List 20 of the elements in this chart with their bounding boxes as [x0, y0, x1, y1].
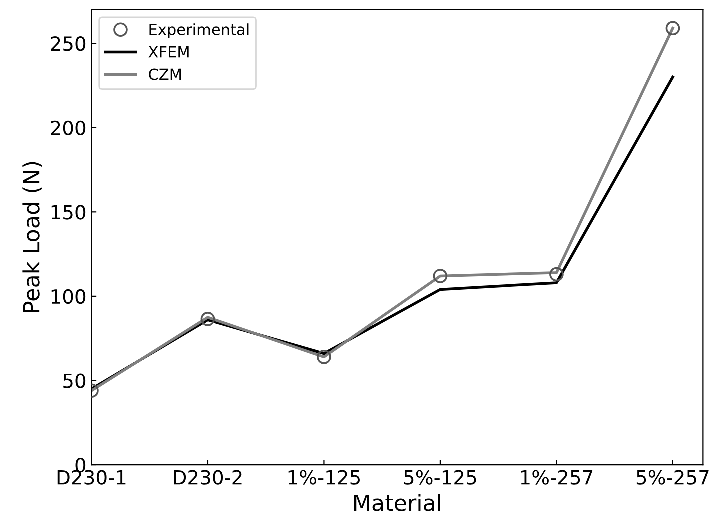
y-tick-label: 200	[51, 120, 86, 136]
x-tick-label: D230-2	[174, 470, 242, 485]
x-tick-label: 5%-125	[404, 470, 476, 485]
x-axis-title: Material	[354, 494, 441, 512]
y-tick-label: 250	[51, 36, 86, 52]
legend-label: Experimental	[150, 24, 249, 38]
y-tick-label: 50	[64, 374, 86, 388]
y-tick-label: 100	[52, 289, 86, 304]
point	[666, 21, 680, 36]
legend-label: XFEM	[148, 46, 189, 58]
x-tick-label: 1%-257	[521, 470, 593, 485]
y-axis-title: Peak Load (N)	[22, 162, 42, 312]
x-tick-label: 1%-125	[288, 470, 360, 485]
point	[317, 350, 332, 364]
y-tick-label: 150	[52, 205, 86, 220]
x-tick-label: 5%-257	[636, 470, 709, 485]
point	[550, 267, 564, 282]
legend-label: CZM	[149, 68, 182, 80]
point	[200, 312, 216, 326]
point	[433, 269, 448, 284]
